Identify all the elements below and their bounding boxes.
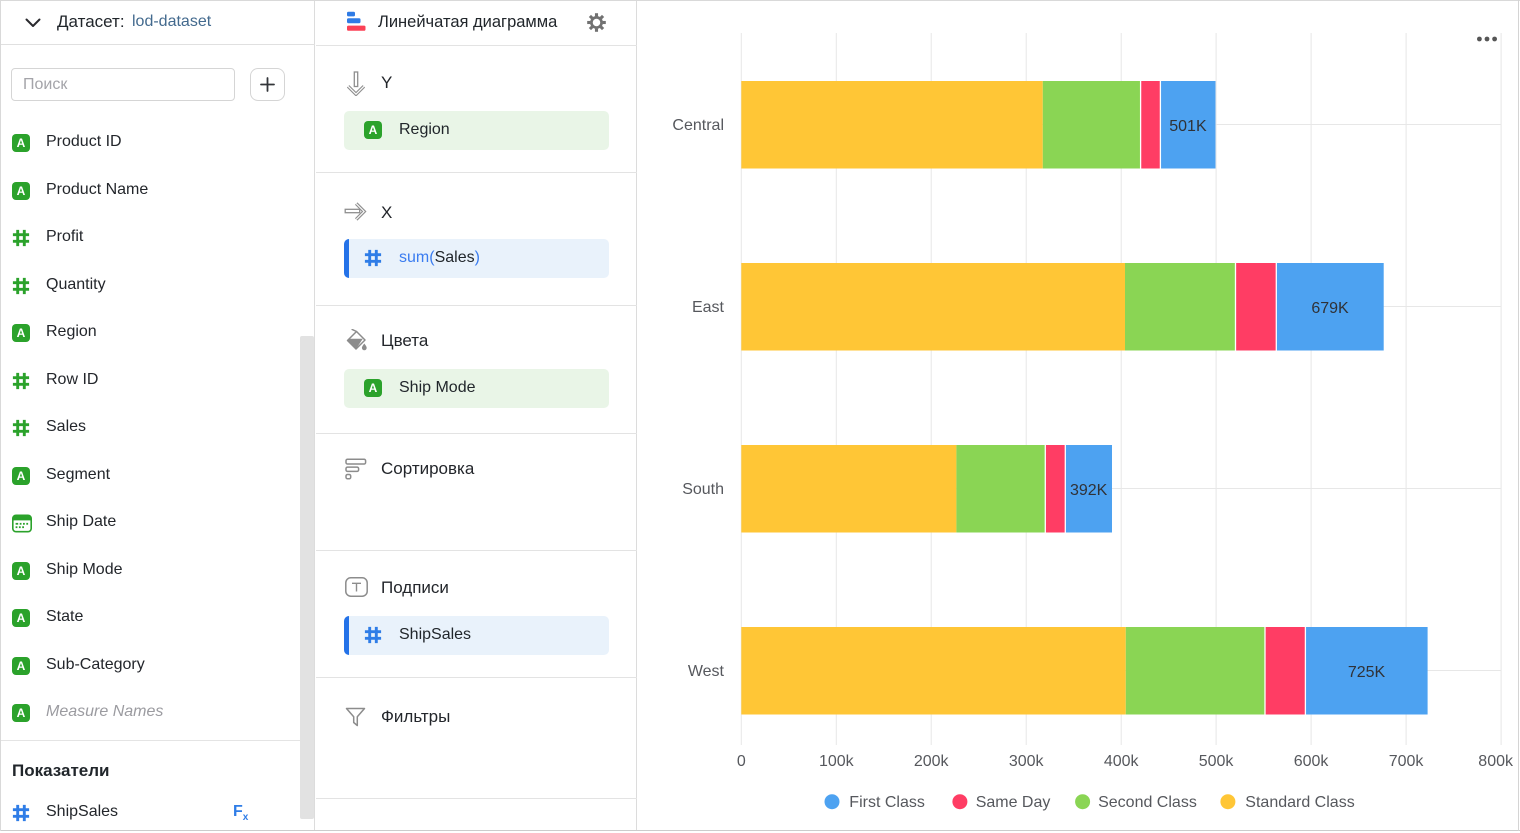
svg-text:0: 0 (737, 753, 746, 770)
svg-text:400k: 400k (1104, 753, 1140, 770)
svg-text:Standard Class: Standard Class (1245, 794, 1354, 811)
svg-text:Central: Central (672, 117, 724, 134)
svg-text:725K: 725K (1348, 664, 1386, 681)
svg-text:West: West (688, 663, 725, 680)
svg-text:800k: 800k (1478, 753, 1514, 770)
svg-text:East: East (692, 299, 725, 316)
svg-text:South: South (682, 481, 724, 498)
svg-text:100k: 100k (819, 753, 855, 770)
svg-text:600k: 600k (1294, 753, 1330, 770)
svg-text:300k: 300k (1009, 753, 1045, 770)
svg-text:First Class: First Class (849, 794, 925, 811)
svg-text:700k: 700k (1389, 753, 1425, 770)
svg-text:679K: 679K (1311, 300, 1349, 317)
svg-text:Same Day: Same Day (976, 794, 1051, 811)
svg-text:200k: 200k (914, 753, 950, 770)
svg-text:500k: 500k (1199, 753, 1235, 770)
svg-text:501K: 501K (1169, 118, 1207, 135)
svg-text:392K: 392K (1070, 482, 1108, 499)
svg-text:Second Class: Second Class (1098, 794, 1197, 811)
